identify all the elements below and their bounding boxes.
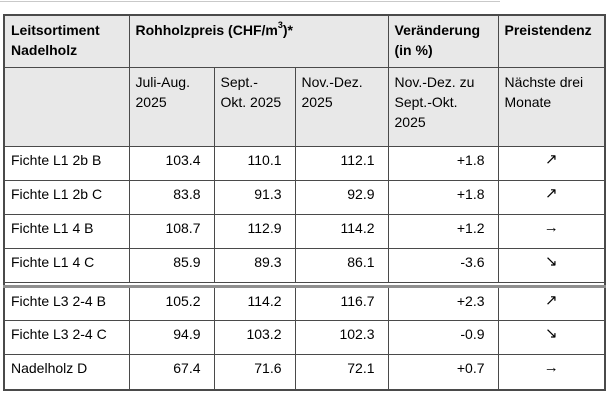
price-juli-aug: 105.2: [128, 285, 215, 321]
table-row: Fichte L1 4 B 108.7 112.9 114.2 +1.2 →: [3, 213, 606, 249]
price-sept-okt: 114.2: [213, 285, 296, 321]
header-change-period: Nov.-Dez. zu Sept.-Okt. 2025: [387, 66, 499, 147]
section-divider-cell: [3, 281, 606, 288]
change-value: +2.3: [387, 285, 499, 321]
change-value: -0.9: [387, 319, 499, 355]
price-nov-dez: 86.1: [294, 247, 389, 283]
price-table: Leitsortiment Nadelholz Rohholzpreis (CHF…: [3, 14, 606, 391]
price-nov-dez: 116.7: [294, 285, 389, 321]
trend-cell: ↘: [497, 247, 606, 283]
price-juli-aug: 67.4: [128, 353, 215, 391]
trend-down-icon: ↘: [544, 252, 558, 270]
header-row-periods: Juli-Aug. 2025 Sept.- Okt. 2025 Nov.-Dez. 2…: [3, 66, 606, 147]
row-label: Fichte L1 2b C: [3, 179, 130, 215]
trend-flat-icon: →: [543, 358, 559, 376]
table-row: Fichte L1 2b B 103.4 110.1 112.1 +1.8 ↗: [3, 145, 606, 181]
trend-down-icon: ↘: [544, 324, 558, 342]
table-row: Fichte L3 2-4 B 105.2 114.2 116.7 +2.3 ↗: [3, 285, 606, 321]
trend-cell: →: [497, 353, 606, 391]
header-period-sept-okt: Sept.- Okt. 2025: [213, 66, 296, 147]
trend-cell: →: [497, 213, 606, 249]
change-value: -3.6: [387, 247, 499, 283]
header-trend-period: Nächste drei Monate: [497, 66, 606, 147]
header-leitsortiment: Leitsortiment Nadelholz: [3, 14, 130, 68]
price-juli-aug: 108.7: [128, 213, 215, 249]
table-row: Fichte L3 2-4 C 94.9 103.2 102.3 -0.9 ↘: [3, 319, 606, 355]
price-sept-okt: 91.3: [213, 179, 296, 215]
price-nov-dez: 114.2: [294, 213, 389, 249]
trend-flat-icon: →: [543, 218, 559, 236]
price-nov-dez: 112.1: [294, 145, 389, 181]
header-rohholzpreis-suffix: )*: [282, 22, 293, 38]
row-label: Fichte L1 2b B: [3, 145, 130, 181]
header-period-juli-aug: Juli-Aug. 2025: [128, 66, 215, 147]
header-rohholzpreis: Rohholzpreis (CHF/m3)*: [128, 14, 389, 68]
change-value: +1.2: [387, 213, 499, 249]
price-juli-aug: 103.4: [128, 145, 215, 181]
trend-up-icon: ↗: [544, 150, 558, 168]
header-rohholzpreis-text: Rohholzpreis (CHF/m: [135, 22, 278, 38]
trend-up-icon: ↗: [544, 291, 558, 309]
header-preistendenz: Preistendenz: [497, 14, 606, 68]
price-nov-dez: 102.3: [294, 319, 389, 355]
trend-up-icon: ↗: [544, 184, 558, 202]
change-value: +1.8: [387, 179, 499, 215]
cubic-meter-superscript: 3: [277, 20, 283, 31]
price-sept-okt: 71.6: [213, 353, 296, 391]
price-nov-dez: 72.1: [294, 353, 389, 391]
row-label: Nadelholz D: [3, 353, 130, 391]
row-label: Fichte L3 2-4 C: [3, 319, 130, 355]
header-period-nov-dez: Nov.-Dez. 2025: [294, 66, 389, 147]
price-juli-aug: 94.9: [128, 319, 215, 355]
header-empty-cell: [3, 66, 130, 147]
change-value: +0.7: [387, 353, 499, 391]
row-label: Fichte L3 2-4 B: [3, 285, 130, 321]
price-sept-okt: 89.3: [213, 247, 296, 283]
table-row: Nadelholz D 67.4 71.6 72.1 +0.7 →: [3, 353, 606, 391]
price-sept-okt: 103.2: [213, 319, 296, 355]
row-label: Fichte L1 4 C: [3, 247, 130, 283]
trend-cell: ↘: [497, 319, 606, 355]
trend-cell: ↗: [497, 145, 606, 181]
header-row-main: Leitsortiment Nadelholz Rohholzpreis (CHF…: [3, 14, 606, 68]
price-juli-aug: 85.9: [128, 247, 215, 283]
top-divider: [0, 1, 500, 2]
price-nov-dez: 92.9: [294, 179, 389, 215]
row-label: Fichte L1 4 B: [3, 213, 130, 249]
section-divider: [3, 281, 606, 288]
trend-cell: ↗: [497, 179, 606, 215]
trend-cell: ↗: [497, 285, 606, 321]
change-value: +1.8: [387, 145, 499, 181]
header-veraenderung: Veränderung (in %): [387, 14, 499, 68]
price-sept-okt: 110.1: [213, 145, 296, 181]
table-row: Fichte L1 4 C 85.9 89.3 86.1 -3.6 ↘: [3, 247, 606, 283]
price-sept-okt: 112.9: [213, 213, 296, 249]
price-juli-aug: 83.8: [128, 179, 215, 215]
table-row: Fichte L1 2b C 83.8 91.3 92.9 +1.8 ↗: [3, 179, 606, 215]
